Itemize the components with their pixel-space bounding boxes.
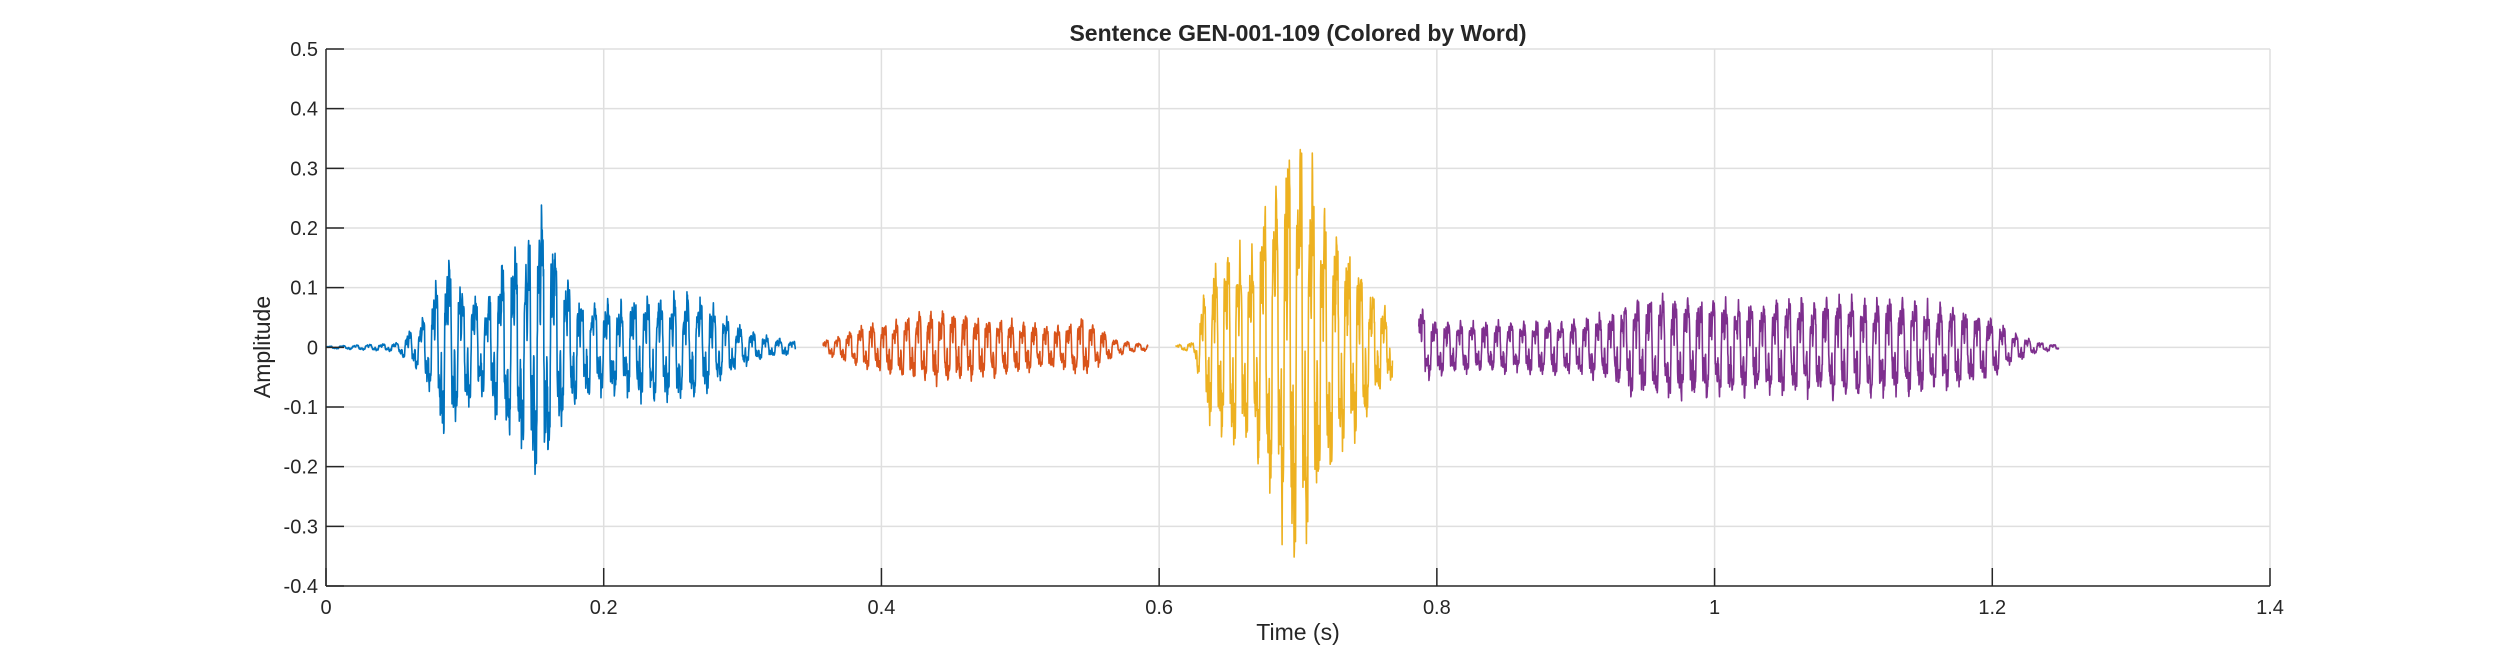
grid (326, 48, 2271, 586)
y-tick-label: -0.3 (284, 516, 318, 538)
y-tick-label: 0.2 (290, 218, 318, 240)
x-tick-label: 0.2 (590, 597, 618, 619)
y-tick-label: 0 (307, 337, 318, 359)
tick-labels: 0 0.2 0.4 0.6 0.8 1 1.2 1.4 -0.4 -0.3 -0.2 -0.1 0 0.1… (284, 39, 2284, 619)
word-series-1 (325, 204, 797, 476)
axes (325, 48, 2271, 587)
y-tick-label: -0.4 (284, 576, 318, 598)
series-layer (325, 148, 2060, 558)
y-tick-label: 0.5 (290, 39, 318, 61)
x-tick-label: 0.4 (868, 597, 896, 619)
x-tick-label: 0.6 (1145, 597, 1173, 619)
y-tick-label: -0.2 (284, 457, 318, 479)
x-tick-label: 1.2 (1978, 597, 2006, 619)
y-axis-title: Amplitude (249, 296, 275, 398)
y-tick-label: 0.1 (290, 278, 318, 300)
x-tick-label: 0.8 (1423, 597, 1451, 619)
y-tick-label: -0.1 (284, 397, 318, 419)
y-tick-label: 0.3 (290, 158, 318, 180)
x-tick-label: 1 (1709, 597, 1720, 619)
word-series-3 (1175, 148, 1394, 558)
y-tick-label: 0.4 (290, 99, 318, 121)
x-tick-label: 1.4 (2256, 597, 2284, 619)
x-axis-title: Time (s) (1256, 619, 1339, 645)
chart-title: Sentence GEN-001-109 (Colored by Word) (1069, 20, 1526, 46)
word-series-4 (1418, 292, 2060, 402)
x-tick-label: 0 (320, 597, 331, 619)
word-series-2 (822, 310, 1149, 388)
